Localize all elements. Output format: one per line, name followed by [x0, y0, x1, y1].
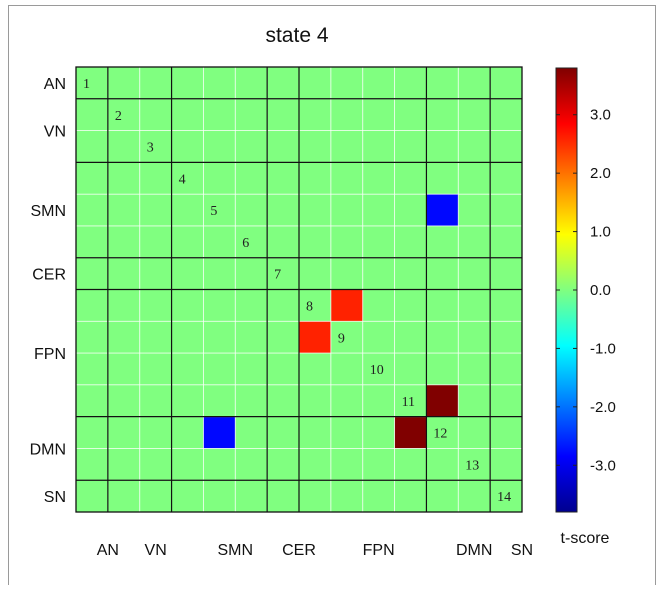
matrix-cell-12-5: [203, 416, 236, 449]
colorbar-tick-label: 0.0: [590, 282, 611, 299]
column-label-sn: SN: [511, 542, 533, 559]
row-label-vn: VN: [44, 124, 66, 141]
diagonal-label-14: 14: [497, 490, 511, 505]
column-label-an: AN: [97, 542, 119, 559]
column-label-vn: VN: [145, 542, 167, 559]
column-label-fpn: FPN: [363, 542, 395, 559]
colorbar-tick-label: -1.0: [590, 340, 616, 357]
colorbar-label: t-score: [561, 530, 610, 547]
row-label-cer: CER: [32, 267, 66, 284]
matrix-cell-9-8: [299, 321, 331, 354]
diagonal-label-11: 11: [402, 395, 415, 410]
colorbar-ticks: 3.0 2.0 1.0 0.0 -1.0 -2.0 -3.0: [556, 107, 616, 474]
colorbar-tick-label: 2.0: [590, 165, 611, 182]
figure-frame: [8, 5, 656, 585]
row-labels: AN VN SMN CER FPN DMN SN: [30, 76, 66, 506]
diagonal-label-7: 7: [274, 268, 281, 283]
chart-title: state 4: [265, 24, 328, 47]
diagonal-label-10: 10: [370, 363, 384, 378]
colorbar-tick-label: -2.0: [590, 399, 616, 416]
diagonal-label-8: 8: [306, 300, 313, 315]
diagonal-label-9: 9: [338, 331, 345, 346]
row-label-fpn: FPN: [34, 346, 66, 363]
diagonal-label-5: 5: [210, 204, 217, 219]
diagonal-label-6: 6: [242, 236, 249, 251]
diagonal-label-12: 12: [433, 427, 447, 442]
diagonal-label-1: 1: [83, 77, 90, 92]
matrix-cell-12-11: [394, 416, 427, 449]
matrix-border: [75, 66, 523, 513]
matrix-cell-5-12: [426, 194, 459, 226]
row-label-smn: SMN: [30, 203, 66, 220]
colorbar-tick-label: 3.0: [590, 107, 611, 124]
colorbar-tick-label: 1.0: [590, 224, 611, 241]
row-label-an: AN: [44, 76, 66, 93]
matrix-cell-8-9: [330, 289, 363, 322]
colorbar-tick-label: -3.0: [590, 457, 616, 474]
diagonal-label-13: 13: [465, 458, 479, 473]
column-labels: AN VN SMN CER FPN DMN SN: [97, 542, 533, 559]
row-label-dmn: DMN: [30, 441, 66, 458]
diagonal-label-3: 3: [147, 141, 154, 156]
matrix-cell-11-12: [426, 384, 459, 417]
column-label-cer: CER: [282, 542, 316, 559]
diagonal-label-2: 2: [115, 109, 122, 124]
column-label-dmn: DMN: [456, 542, 492, 559]
row-label-sn: SN: [44, 489, 66, 506]
column-label-smn: SMN: [218, 542, 254, 559]
diagonal-label-4: 4: [179, 172, 186, 187]
